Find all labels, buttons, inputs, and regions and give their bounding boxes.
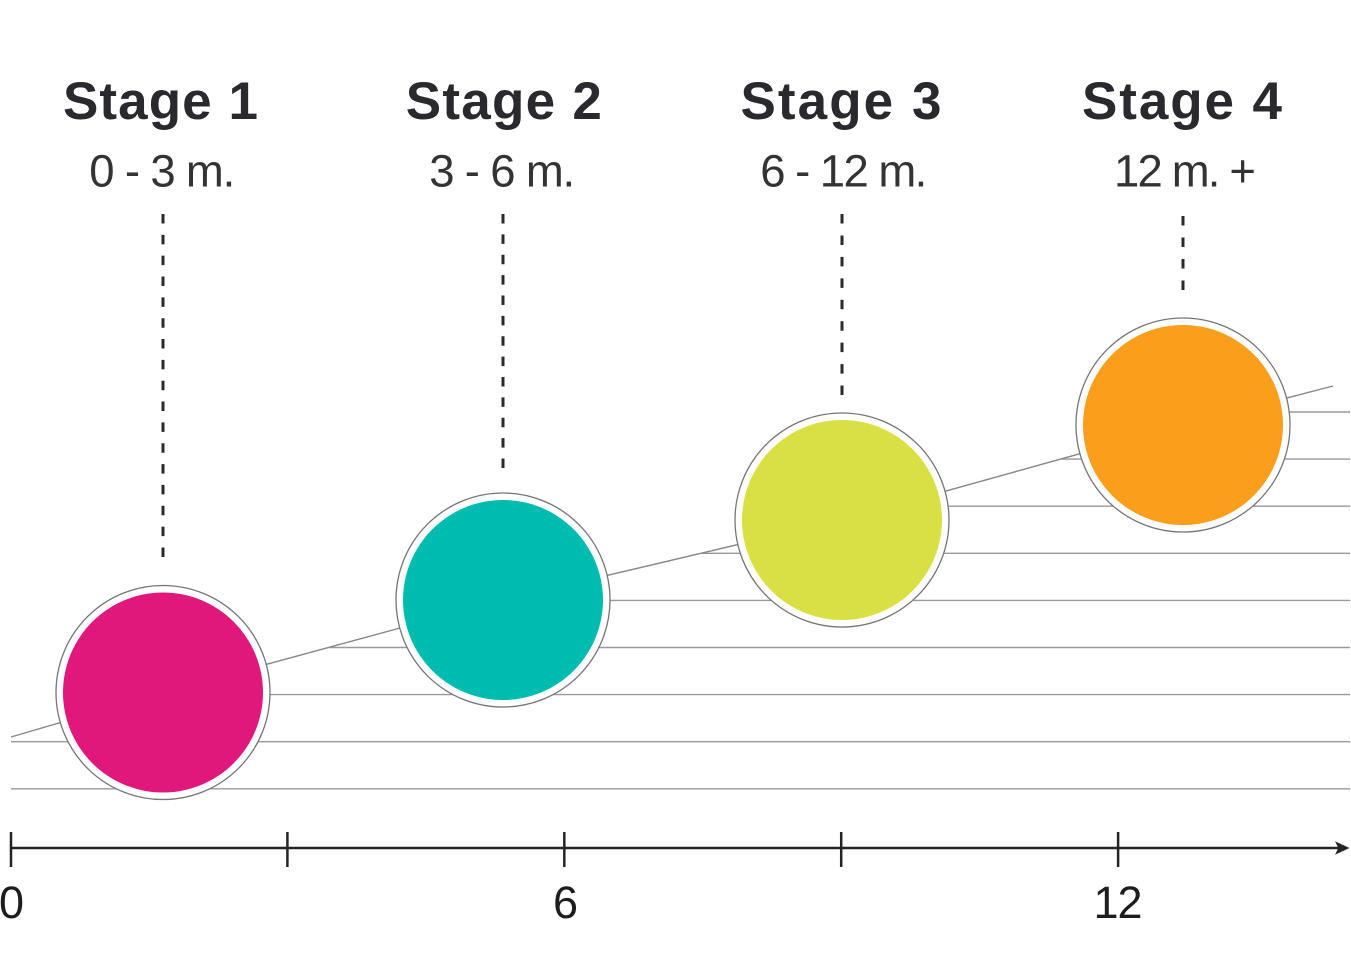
svg-text:12 m. +: 12 m. + — [1114, 146, 1256, 197]
svg-text:12: 12 — [1094, 877, 1143, 928]
svg-text:3 - 6 m.: 3 - 6 m. — [429, 146, 575, 197]
svg-text:Stage 2: Stage 2 — [406, 72, 602, 131]
svg-text:Stage 4: Stage 4 — [1082, 72, 1283, 131]
svg-text:6: 6 — [553, 877, 578, 928]
svg-text:0: 0 — [0, 877, 24, 928]
svg-text:0 - 3 m.: 0 - 3 m. — [89, 146, 235, 197]
svg-text:6 - 12 m.: 6 - 12 m. — [760, 146, 927, 197]
svg-text:Stage 3: Stage 3 — [741, 72, 942, 131]
svg-text:Stage 1: Stage 1 — [63, 72, 258, 131]
